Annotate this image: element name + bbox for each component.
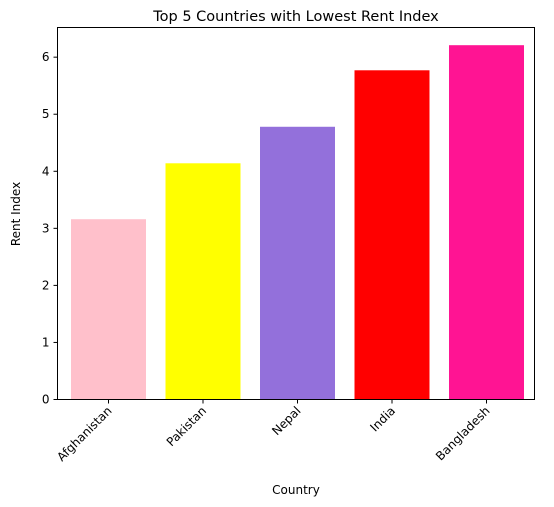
y-axis-label: Rent Index [9, 182, 23, 246]
bars-group [71, 45, 524, 399]
y-tick-label: 4 [42, 164, 50, 178]
y-tick-label: 0 [42, 393, 50, 407]
x-tick-label: India [367, 404, 398, 435]
y-tick-label: 5 [42, 107, 50, 121]
y-tick-label: 2 [42, 278, 50, 292]
bar-pakistan [166, 163, 241, 399]
x-axis: Afghanistan Pakistan Nepal India Bangladesh [54, 400, 492, 465]
y-tick-label: 3 [42, 221, 50, 235]
bar-afghanistan [71, 219, 146, 399]
y-tick-label: 1 [42, 335, 50, 349]
x-tick-label: Pakistan [164, 404, 209, 449]
y-tick-label: 6 [42, 50, 50, 64]
y-axis: 0 1 2 3 4 5 6 [42, 50, 58, 406]
bar-india [355, 70, 430, 399]
chart-title: Top 5 Countries with Lowest Rent Index [152, 9, 439, 25]
x-tick-label: Bangladesh [433, 404, 493, 464]
x-tick-label: Afghanistan [54, 404, 114, 464]
bar-bangladesh [449, 45, 524, 399]
x-axis-label: Country [272, 483, 320, 497]
bar-nepal [260, 127, 335, 400]
x-tick-label: Nepal [269, 404, 303, 438]
